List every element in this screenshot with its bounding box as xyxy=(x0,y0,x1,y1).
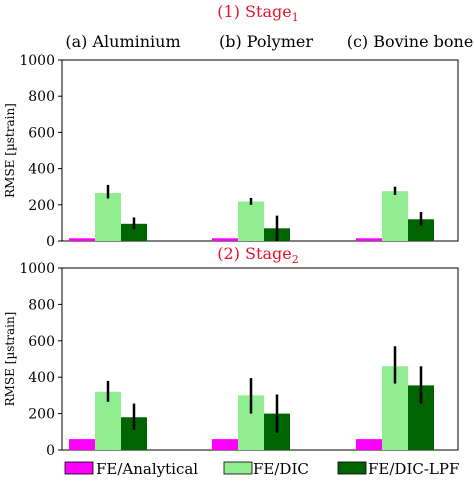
category-label: (a) Aluminium xyxy=(65,32,180,51)
y-tick-label: 200 xyxy=(28,407,55,423)
bar xyxy=(356,439,382,450)
y-tick-label: 0 xyxy=(46,234,55,250)
panel-stage-1: 0 200 400 600 800 1000 RMSE [µstrain] (1) Stage… xyxy=(3,2,473,250)
y-axis-label: RMSE [µstrain] xyxy=(3,312,17,407)
y-tick-label: 0 xyxy=(46,443,55,459)
panel-title-main: (2) Stage xyxy=(217,244,291,263)
legend-swatch xyxy=(337,461,367,475)
bar xyxy=(121,223,147,241)
legend-label: FE/DIC xyxy=(253,460,309,478)
bar xyxy=(382,191,408,241)
y-tick-label: 800 xyxy=(28,89,55,105)
bar xyxy=(69,439,95,450)
category-label: (b) Polymer xyxy=(219,32,313,51)
legend-swatch xyxy=(64,461,94,475)
legend: FE/Analytical FE/DIC FE/DIC-LPF xyxy=(64,460,459,478)
panel-title-main: (1) Stage xyxy=(217,2,291,21)
panel-title-subscript: 2 xyxy=(292,253,299,266)
legend-label: FE/DIC-LPF xyxy=(368,460,459,478)
y-tick-label: 200 xyxy=(28,198,55,214)
y-tick-label: 400 xyxy=(28,370,55,386)
bar xyxy=(238,201,264,241)
bar xyxy=(212,238,238,241)
panel-title-subscript: 1 xyxy=(292,11,299,24)
bar xyxy=(95,193,121,241)
y-tick-label: 400 xyxy=(28,162,55,178)
y-tick-label: 800 xyxy=(28,297,55,313)
category-label: (c) Bovine bone xyxy=(347,32,474,51)
y-tick-label: 1000 xyxy=(19,53,55,69)
bar xyxy=(408,219,434,241)
y-axis-label: RMSE [µstrain] xyxy=(3,103,17,198)
bar xyxy=(69,238,95,241)
y-tick-label: 600 xyxy=(28,334,55,350)
panel-stage-2: 0 200 400 600 800 1000 RMSE [µstrain] (2) Stage… xyxy=(3,244,459,459)
panel-title: (1) Stage1 xyxy=(217,2,298,24)
y-tick-label: 600 xyxy=(28,125,55,141)
legend-swatch xyxy=(223,461,253,475)
y-tick-label: 1000 xyxy=(19,261,55,277)
panel-title: (2) Stage2 xyxy=(217,244,298,266)
legend-label: FE/Analytical xyxy=(96,460,198,478)
bar xyxy=(356,238,382,241)
bar xyxy=(212,439,238,450)
